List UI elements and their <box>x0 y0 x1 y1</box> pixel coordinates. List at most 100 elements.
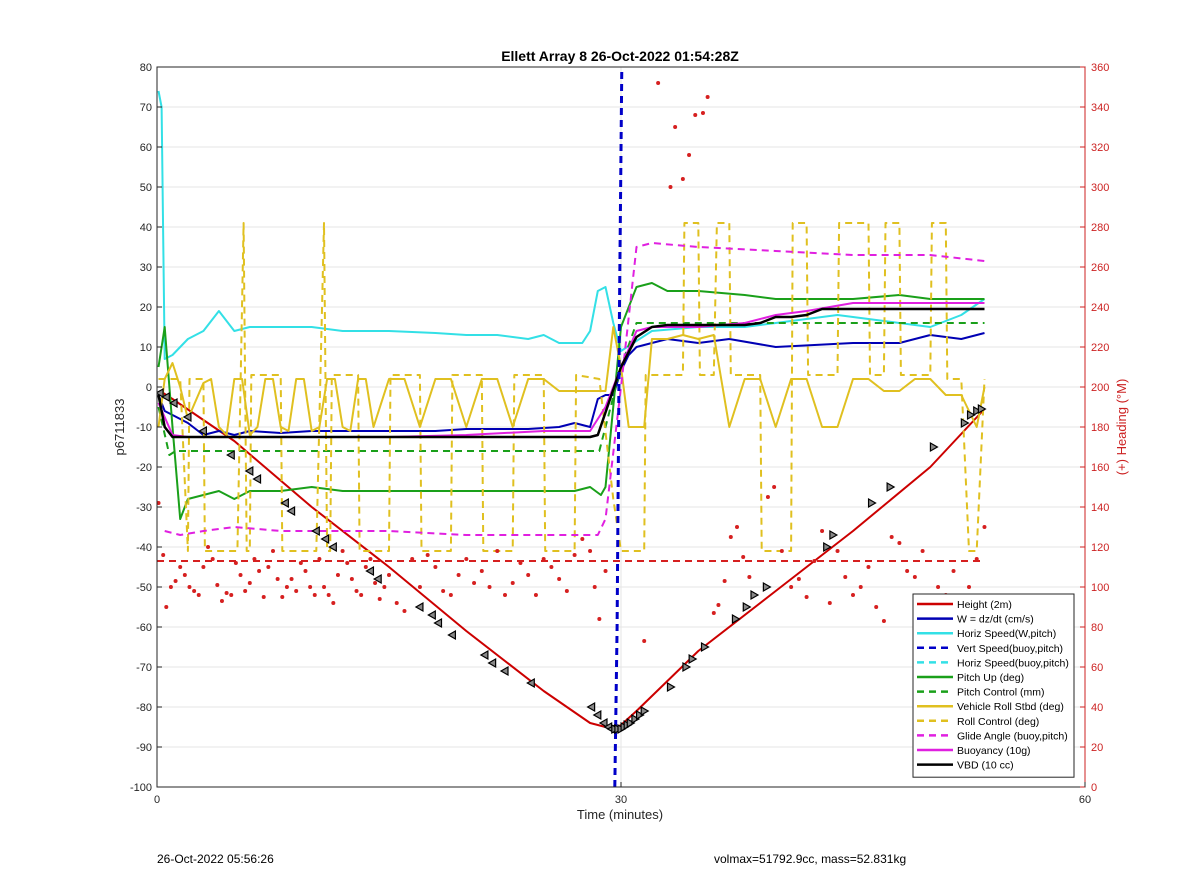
heading-point <box>308 585 313 589</box>
direction-marker <box>823 541 832 553</box>
heading-point <box>851 593 855 597</box>
heading-point <box>206 545 211 549</box>
heading-point <box>164 605 169 609</box>
heading-point <box>503 593 507 597</box>
direction-marker <box>598 717 608 729</box>
heading-point <box>789 585 794 589</box>
heading-point <box>317 557 322 561</box>
legend-label: VBD (10 cc) <box>957 760 1014 772</box>
legend-label: Height (2m) <box>957 599 1012 611</box>
legend-label: Buoyancy (10g) <box>957 745 1031 757</box>
direction-marker <box>499 665 509 677</box>
direction-marker <box>762 581 772 593</box>
heading-point <box>340 549 345 553</box>
direction-marker <box>688 653 698 665</box>
direction-marker <box>977 403 987 415</box>
heading-point <box>331 601 336 605</box>
heading-point <box>284 585 289 589</box>
direction-marker <box>886 481 896 493</box>
direction-marker <box>960 417 970 429</box>
heading-point <box>572 553 577 557</box>
direction-marker <box>414 601 424 613</box>
heading-point <box>349 577 354 581</box>
heading-point <box>564 589 569 593</box>
direction-marker <box>640 705 650 717</box>
heading-point <box>835 549 840 553</box>
y2-tick-label: 360 <box>1091 62 1109 74</box>
direction-marker <box>372 573 382 585</box>
y-tick-label: 30 <box>140 262 152 274</box>
heading-point <box>779 549 784 553</box>
direction-marker <box>731 613 741 625</box>
direction-marker <box>244 465 254 477</box>
heading-point <box>173 579 178 583</box>
heading-point <box>192 589 197 593</box>
heading-point <box>858 585 863 589</box>
x-tick-label: 0 <box>154 794 160 806</box>
legend-label: Pitch Control (mm) <box>957 687 1045 699</box>
heading-point <box>196 593 201 597</box>
heading-points <box>157 81 987 643</box>
heading-point <box>441 589 446 593</box>
heading-point <box>866 565 871 569</box>
y2-tick-label: 320 <box>1091 142 1109 154</box>
direction-marker <box>447 629 457 641</box>
direction-marker <box>829 529 839 541</box>
heading-point <box>642 639 647 643</box>
heading-point <box>363 565 368 569</box>
legend-label: W = dz/dt (cm/s) <box>957 614 1034 626</box>
heading-point <box>280 595 285 599</box>
heading-point <box>897 541 902 545</box>
y2-tick-label: 260 <box>1091 262 1109 274</box>
y2-tick-label: 20 <box>1091 742 1103 754</box>
heading-point <box>312 593 317 597</box>
heading-point <box>765 495 770 499</box>
heading-point <box>820 529 825 533</box>
direction-marker <box>682 661 692 673</box>
heading-point <box>796 577 801 581</box>
heading-point <box>266 565 271 569</box>
y-tick-label: -20 <box>136 462 152 474</box>
heading-point <box>178 565 183 569</box>
y2-tick-label: 180 <box>1091 422 1109 434</box>
direction-marker <box>973 405 982 417</box>
heading-point <box>261 595 266 599</box>
heading-point <box>210 557 215 561</box>
heading-point <box>417 585 422 589</box>
y-tick-label: 60 <box>140 142 152 154</box>
direction-marker <box>750 589 760 601</box>
y-tick-label: -90 <box>136 742 152 754</box>
direction-marker <box>635 709 645 721</box>
heading-point <box>157 501 161 505</box>
heading-point <box>693 113 698 117</box>
direction-marker <box>365 565 375 577</box>
y2-tick-label: 200 <box>1091 382 1109 394</box>
series-glide <box>164 242 985 536</box>
heading-point <box>680 177 685 181</box>
footer-info: volmax=51792.9cc, mass=52.831kg <box>714 852 907 866</box>
legend: Height (2m) W = dz/dt (cm/s) Horiz Speed(W… <box>912 593 1075 778</box>
direction-marker <box>198 425 207 437</box>
heading-point <box>354 589 359 593</box>
y-tick-label: -30 <box>136 502 152 514</box>
y-axis-label: p6711833 <box>112 399 127 456</box>
heading-point <box>592 585 597 589</box>
legend-label: Glide Angle (buoy,pitch) <box>957 730 1068 742</box>
heading-point <box>804 595 809 599</box>
heading-point <box>967 585 971 589</box>
direction-marker <box>867 497 877 509</box>
direction-marker <box>631 713 641 725</box>
y-tick-label: -80 <box>136 702 152 714</box>
series-roll_ctrl <box>158 222 986 552</box>
heading-point <box>812 559 817 563</box>
heading-point <box>711 611 716 615</box>
y2-tick-label: 300 <box>1091 182 1109 194</box>
heading-point <box>735 525 739 529</box>
heading-point <box>247 581 252 585</box>
direction-marker <box>157 387 164 399</box>
direction-marker <box>966 409 976 421</box>
heading-point <box>700 111 705 115</box>
y-tick-label: -70 <box>136 662 152 674</box>
direction-marker <box>427 609 436 621</box>
